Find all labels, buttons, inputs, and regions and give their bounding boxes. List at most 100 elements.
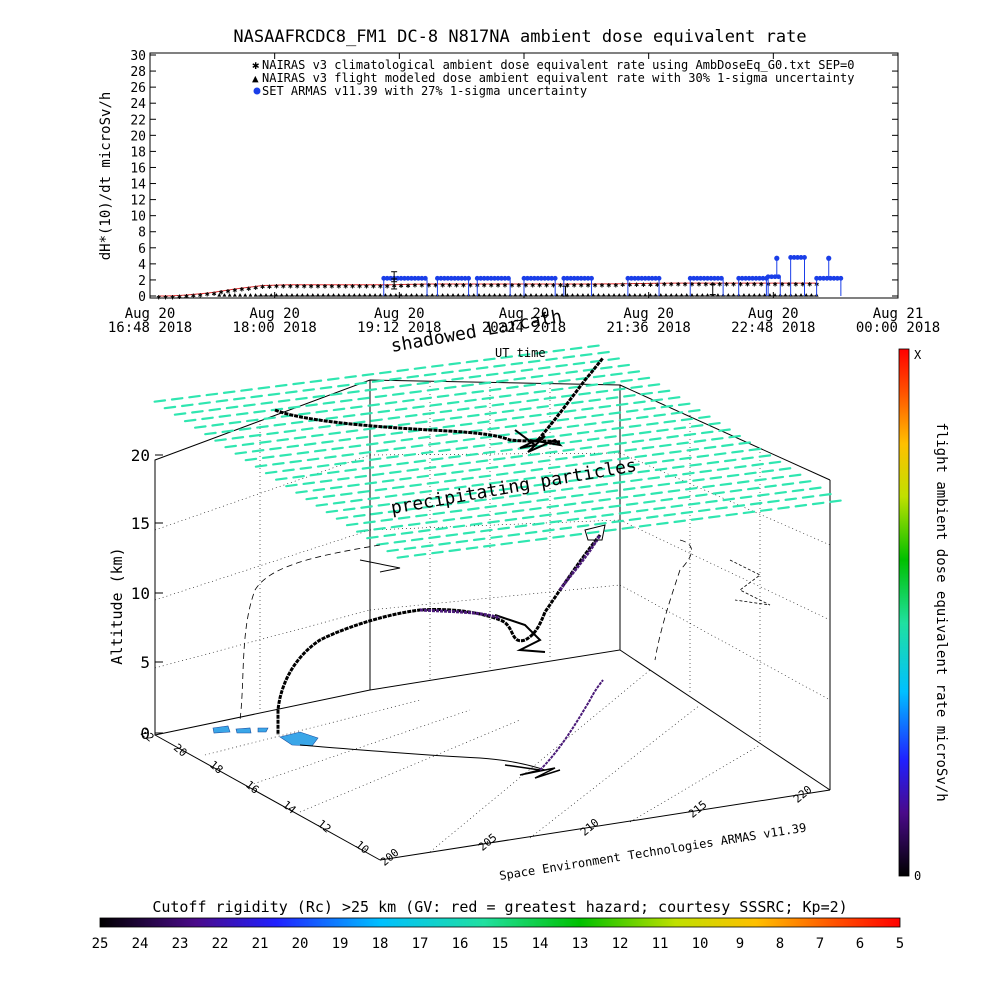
particle-dash [602, 474, 616, 478]
particle-dash [295, 396, 308, 401]
particle-dash [383, 440, 396, 444]
series-nairas-clim-marker: ✱ [246, 284, 251, 293]
series-nairas-clim-marker: ✱ [295, 281, 300, 290]
particle-dash [581, 407, 594, 411]
particle-dash [637, 469, 650, 474]
x-tick-label-date: Aug 20 [125, 306, 176, 322]
right-colorbar: X 0 flight ambient dose equivalent rate … [898, 348, 949, 883]
particle-dash [413, 459, 427, 464]
particle-dash [549, 426, 562, 431]
series-nairas-flight-marker [217, 293, 222, 297]
series-nairas-clim-marker: ✱ [281, 281, 286, 290]
x-tick-label-time: 20:24 2018 [482, 320, 566, 336]
series-armas-marker [712, 275, 717, 281]
particle-dash [594, 521, 607, 526]
particle-dash [667, 489, 681, 493]
particle-dash [617, 363, 631, 368]
particle-dash [680, 510, 694, 515]
series-armas-marker [578, 275, 584, 281]
series-armas-spike-marker [826, 255, 832, 261]
particle-dash [721, 443, 734, 448]
particle-dash [432, 418, 445, 422]
particle-dash [300, 427, 314, 431]
series-nairas-clim-marker: ✱ [593, 280, 598, 289]
latitude-tick-label: 20 [171, 741, 190, 759]
particle-dash [614, 441, 627, 446]
series-armas-marker [531, 275, 537, 281]
series-nairas-clim-marker: ✱ [239, 285, 244, 294]
particle-dash [163, 405, 177, 410]
particle-dash [690, 424, 704, 428]
series-armas-marker [649, 275, 655, 281]
particle-dash [285, 483, 298, 488]
particle-dash [211, 423, 224, 427]
particle-dash [260, 401, 274, 405]
particle-dash [672, 465, 685, 469]
particle-dash [635, 508, 649, 513]
series-nairas-clim-marker: ✱ [309, 281, 314, 290]
particle-dash [442, 424, 456, 429]
series-armas-marker [415, 275, 421, 281]
particle-dash [585, 383, 599, 387]
particle-dash [624, 448, 637, 452]
particle-dash [198, 401, 211, 405]
particle-dash [647, 383, 661, 387]
y-tick-label: 0 [138, 290, 146, 305]
series-nairas-clim-marker: ✱ [489, 280, 494, 289]
series-armas-marker [694, 275, 700, 281]
particle-dash [391, 392, 405, 396]
particle-dash [728, 434, 741, 439]
particle-dash [503, 370, 516, 375]
series-nairas-clim-marker: ✱ [170, 292, 175, 301]
series-nairas-clim-marker: ✱ [226, 287, 231, 296]
particle-dash [669, 450, 682, 454]
particle-dash [423, 466, 437, 470]
particle-dash [507, 533, 521, 537]
series-nairas-clim-marker: ✱ [433, 280, 438, 289]
precipitating-particles-grid [153, 344, 842, 559]
particle-dash [309, 472, 323, 477]
particle-dash [713, 452, 727, 456]
particle-dash [536, 405, 550, 409]
series-nairas-clim-marker: ✱ [232, 286, 237, 295]
particle-dash [751, 462, 764, 467]
particle-dash [573, 415, 587, 420]
series-nairas-clim-marker: ✱ [745, 280, 750, 289]
bottom-colorbar-tick-label: 23 [172, 936, 189, 952]
series-armas-marker [521, 275, 527, 281]
particle-dash [568, 478, 581, 483]
particle-dash [204, 431, 217, 436]
particle-dash [407, 429, 421, 433]
series-armas-marker [691, 275, 697, 281]
particle-dash [661, 458, 675, 463]
particle-dash [402, 492, 415, 496]
particle-dash [475, 459, 489, 463]
particle-dash [279, 453, 292, 457]
particle-dash [484, 504, 497, 509]
series-nairas-clim-marker: ✱ [413, 281, 418, 290]
particle-dash [188, 394, 201, 399]
y-tick-label: 14 [130, 178, 146, 193]
particle-dash [565, 370, 578, 374]
series-nairas-clim-marker: ✱ [648, 280, 653, 289]
series-nairas-clim-marker: ✱ [530, 280, 535, 289]
particle-dash [419, 489, 433, 494]
particle-dash [516, 392, 529, 396]
particle-dash [474, 405, 487, 409]
series-nairas-clim-marker: ✱ [468, 280, 473, 289]
particle-dash [474, 498, 487, 502]
particle-dash [565, 463, 578, 468]
particle-dash [480, 435, 493, 440]
particle-dash [718, 428, 731, 432]
particle-dash [341, 453, 354, 457]
particle-dash [719, 482, 733, 487]
particle-dash [744, 471, 757, 476]
particle-dash [749, 501, 763, 506]
series-nairas-clim-marker: ✱ [620, 280, 625, 289]
series-nairas-clim-marker: ✱ [800, 280, 805, 289]
particle-dash [461, 476, 474, 481]
legend-label-armas: SET ARMAS v11.39 with 27% 1-sigma uncert… [262, 84, 587, 98]
particle-dash [383, 533, 397, 538]
series-armas-marker [488, 275, 494, 281]
